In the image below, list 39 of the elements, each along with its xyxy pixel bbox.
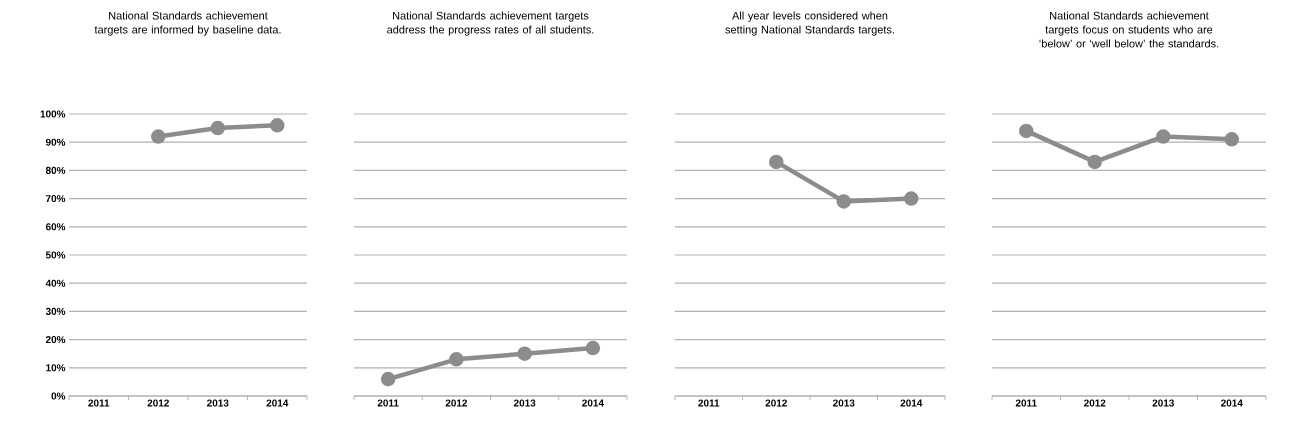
x-tick-label: 2014	[582, 399, 604, 407]
y-tick-label: 10%	[46, 364, 66, 372]
point	[380, 371, 396, 387]
y-tick-label: 40%	[45, 279, 66, 287]
chart-title: National Standards achievement targets are informed by baseline data.	[94, 11, 281, 36]
y-tick-label: 50%	[45, 251, 66, 259]
x-tick-label: 2012	[147, 399, 169, 407]
x-tick-label: 2011	[698, 399, 720, 407]
chart-title: National Standards achievement targets address the progress rates of all students.	[387, 11, 594, 36]
y-tick-label: 0%	[51, 392, 66, 400]
point	[449, 352, 464, 367]
x-tick-label: 2013	[513, 399, 536, 407]
x-tick-label: 2012	[1084, 399, 1106, 407]
x-tick-label: 2011	[377, 399, 399, 407]
x-tick-label: 2014	[1221, 399, 1243, 407]
x-tick-label: 2013	[1152, 399, 1174, 407]
point	[585, 340, 601, 356]
y-tick-label: 80%	[45, 166, 66, 174]
x-tick-label: 2014	[266, 399, 289, 407]
x-tick-label: 2013	[833, 399, 855, 407]
x-tick-label: 2012	[765, 399, 787, 407]
chart-title: National Standards achievement targets focus on students who are ‘below’ or ‘well below’ the standards.	[1039, 11, 1219, 48]
y-tick-label: 30%	[45, 307, 66, 315]
x-tick-label: 2013	[207, 399, 229, 407]
y-tick-label: 70%	[45, 195, 66, 203]
point	[517, 346, 532, 361]
x-tick-label: 2011	[1015, 399, 1037, 407]
x-tick-label: 2014	[900, 399, 923, 407]
point	[1156, 129, 1171, 144]
chart-title: All year levels considered when setting National Standards targets.	[725, 11, 894, 36]
point	[1019, 123, 1034, 139]
point	[1087, 154, 1103, 170]
x-tick-label: 2012	[445, 399, 468, 407]
point	[1224, 132, 1240, 147]
x-tick-label: 2011	[88, 399, 110, 407]
y-tick-label: 60%	[45, 223, 66, 231]
y-tick-label: 90%	[45, 138, 66, 146]
y-tick-label: 20%	[45, 336, 66, 344]
y-tick-label: 100%	[40, 110, 66, 118]
